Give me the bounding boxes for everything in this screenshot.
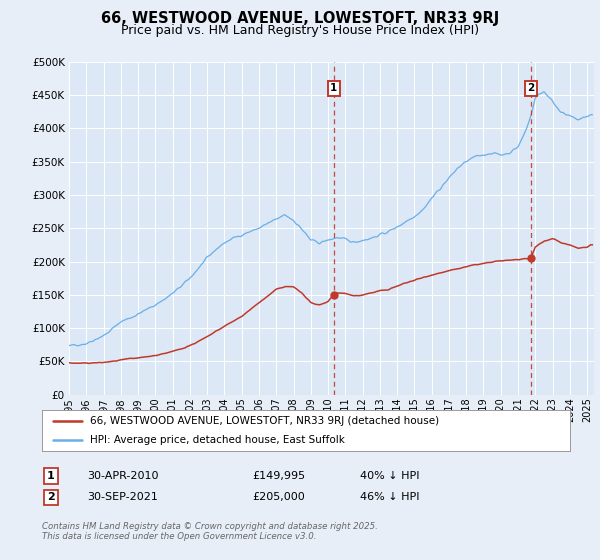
Text: 2: 2 (527, 83, 535, 94)
Text: HPI: Average price, detached house, East Suffolk: HPI: Average price, detached house, East… (89, 435, 344, 445)
Text: Contains HM Land Registry data © Crown copyright and database right 2025.
This d: Contains HM Land Registry data © Crown c… (42, 522, 378, 542)
Text: £205,000: £205,000 (252, 492, 305, 502)
Text: £149,995: £149,995 (252, 471, 305, 481)
Text: 2: 2 (47, 492, 55, 502)
Text: 46% ↓ HPI: 46% ↓ HPI (360, 492, 419, 502)
Text: 30-SEP-2021: 30-SEP-2021 (87, 492, 158, 502)
Text: 1: 1 (47, 471, 55, 481)
Text: 30-APR-2010: 30-APR-2010 (87, 471, 158, 481)
Text: Price paid vs. HM Land Registry's House Price Index (HPI): Price paid vs. HM Land Registry's House … (121, 24, 479, 37)
Text: 66, WESTWOOD AVENUE, LOWESTOFT, NR33 9RJ (detached house): 66, WESTWOOD AVENUE, LOWESTOFT, NR33 9RJ… (89, 417, 439, 426)
Text: 66, WESTWOOD AVENUE, LOWESTOFT, NR33 9RJ: 66, WESTWOOD AVENUE, LOWESTOFT, NR33 9RJ (101, 11, 499, 26)
Text: 1: 1 (330, 83, 337, 94)
Text: 40% ↓ HPI: 40% ↓ HPI (360, 471, 419, 481)
